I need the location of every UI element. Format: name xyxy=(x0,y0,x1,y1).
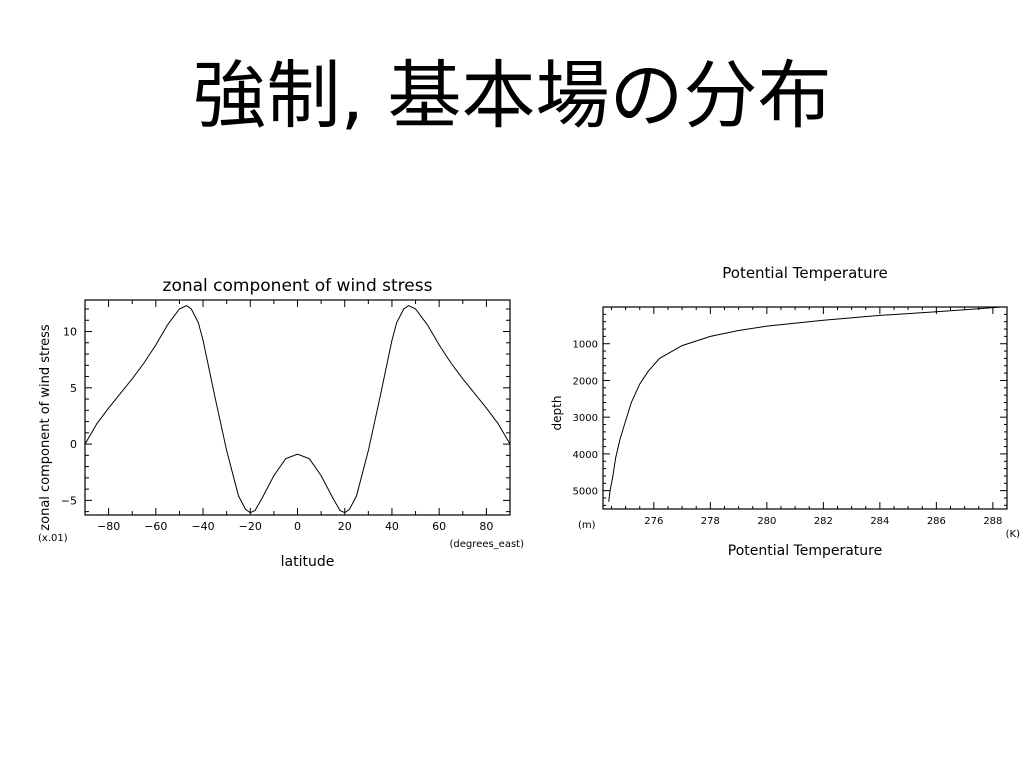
y-tick-label: 2000 xyxy=(573,376,598,387)
y-tick-label: 5000 xyxy=(573,487,598,498)
y-tick-label: 5 xyxy=(70,382,77,395)
x-tick-label: 0 xyxy=(294,520,301,533)
y-tick-label: 4000 xyxy=(573,450,598,461)
x-unit-label: (degrees_east) xyxy=(450,539,525,550)
plot-frame xyxy=(602,306,1008,510)
potential-temperature-chart: Potential Temperature 276 278 280 282 284 286 2… xyxy=(545,256,1024,566)
x-tick-label: 80 xyxy=(479,520,493,533)
plot-frame xyxy=(84,299,511,516)
y-tick-label: 3000 xyxy=(573,413,598,424)
x-tick-label: 20 xyxy=(338,520,352,533)
x-tick-label: −20 xyxy=(239,520,262,533)
slide-title: 強制, 基本場の分布 xyxy=(192,53,832,139)
x-tick-label: 278 xyxy=(701,516,720,527)
x-tick-label: 60 xyxy=(432,520,446,533)
potential-temperature-chart-svg: Potential Temperature 276 278 280 282 284 286 2… xyxy=(550,264,1020,559)
y-axis-label: depth xyxy=(550,396,564,431)
wind-stress-chart-svg: zonal component of wind stress −80 −60 −40 −… xyxy=(38,276,525,570)
y-unit-label: (m) xyxy=(578,520,596,531)
x-axis-label: Potential Temperature xyxy=(728,543,882,559)
x-axis-label: latitude xyxy=(281,554,335,570)
x-tick-label: 276 xyxy=(644,516,663,527)
x-tick-label: 286 xyxy=(927,516,946,527)
x-tick-label: 288 xyxy=(983,516,1002,527)
chart-title: zonal component of wind stress xyxy=(163,276,433,296)
y-tick-label: −5 xyxy=(61,494,77,507)
x-unit-label: (K) xyxy=(1006,529,1020,540)
chart-title: Potential Temperature xyxy=(722,264,888,282)
y-tick-label: 10 xyxy=(63,326,77,339)
x-tick-label: 282 xyxy=(814,516,833,527)
x-tick-label: −40 xyxy=(191,520,214,533)
y-tick-label: 0 xyxy=(70,438,77,451)
x-tick-label: −80 xyxy=(97,520,120,533)
wind-stress-chart: zonal component of wind stress −80 −60 −40 −… xyxy=(30,262,530,582)
x-tick-label: 40 xyxy=(385,520,399,533)
x-tick-label: 280 xyxy=(757,516,776,527)
y-unit-label: (x.01) xyxy=(38,533,68,544)
x-tick-label: 284 xyxy=(870,516,889,527)
y-tick-label: 1000 xyxy=(573,340,598,351)
y-axis-label: zonal component of wind stress xyxy=(38,324,53,531)
x-tick-label: −60 xyxy=(144,520,167,533)
wind-stress-line xyxy=(84,305,511,514)
potential-temperature-line xyxy=(608,306,1002,502)
